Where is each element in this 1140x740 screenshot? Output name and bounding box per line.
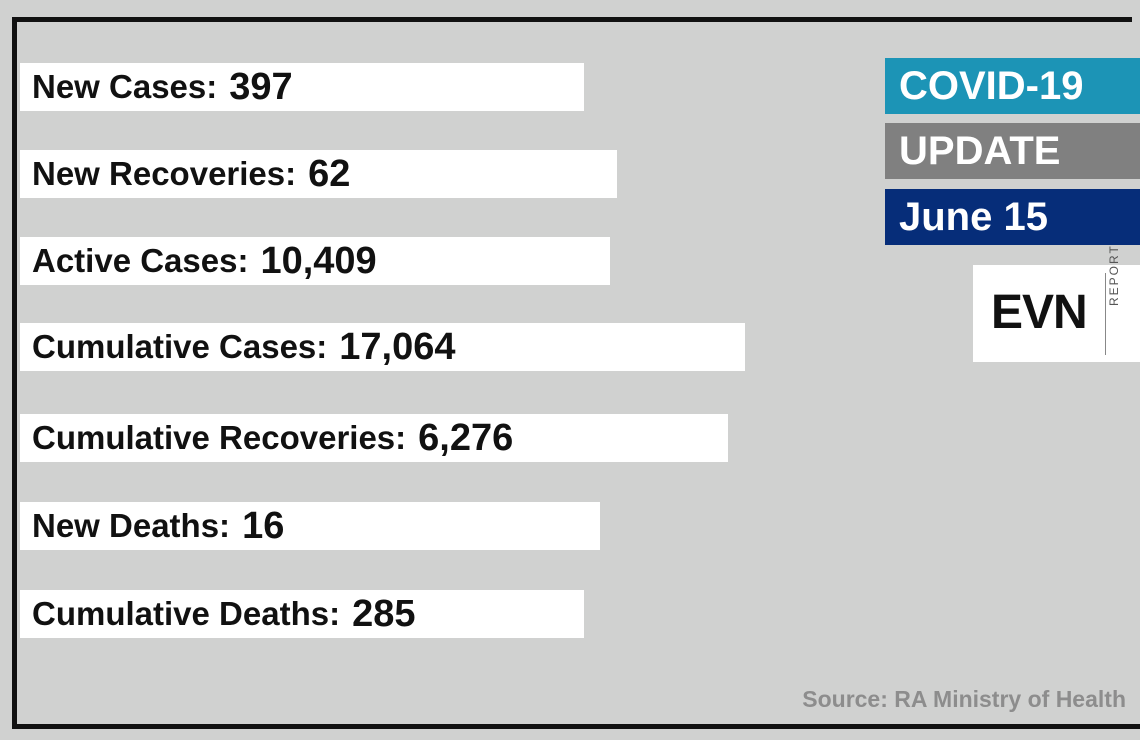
stat-label: Cumulative Deaths: (32, 595, 341, 632)
stat-label: New Recoveries: (32, 155, 297, 192)
stat-value: 17,064 (339, 325, 456, 368)
stat-value: 62 (308, 152, 351, 195)
stat-label: Cumulative Recoveries: (32, 419, 407, 456)
stat-label: New Cases: (32, 68, 218, 105)
update-tag: UPDATE (885, 123, 1140, 179)
stat-cumulative-recoveries: Cumulative Recoveries: 6,276 (20, 414, 728, 462)
stat-new-cases: New Cases: 397 (20, 63, 584, 111)
date-tag: June 15 (885, 189, 1140, 245)
covid-title-tag: COVID-19 (885, 58, 1140, 114)
stat-new-recoveries: New Recoveries: 62 (20, 150, 617, 198)
stat-value: 16 (242, 504, 285, 547)
stat-label: New Deaths: (32, 507, 231, 544)
stat-active-cases: Active Cases: 10,409 (20, 237, 610, 285)
stat-cumulative-deaths: Cumulative Deaths: 285 (20, 590, 584, 638)
stat-value: 6,276 (418, 416, 514, 459)
stat-value: 10,409 (260, 239, 377, 282)
evn-report-logo: EVN REPORT (973, 244, 1140, 362)
logo-sub-text: REPORT (1107, 244, 1121, 306)
stat-value: 285 (352, 592, 416, 635)
stat-new-deaths: New Deaths: 16 (20, 502, 600, 550)
stat-cumulative-cases: Cumulative Cases: 17,064 (20, 323, 745, 371)
stat-value: 397 (229, 65, 293, 108)
logo-divider (1105, 273, 1106, 355)
logo-main-text: EVN (991, 286, 1088, 339)
stat-label: Cumulative Cases: (32, 328, 328, 365)
frame-top-border (12, 17, 1132, 22)
frame-bottom-border (12, 724, 1140, 729)
source-caption: Source: RA Ministry of Health (802, 686, 1126, 712)
stat-label: Active Cases: (32, 242, 249, 279)
frame-left-border (12, 17, 17, 729)
